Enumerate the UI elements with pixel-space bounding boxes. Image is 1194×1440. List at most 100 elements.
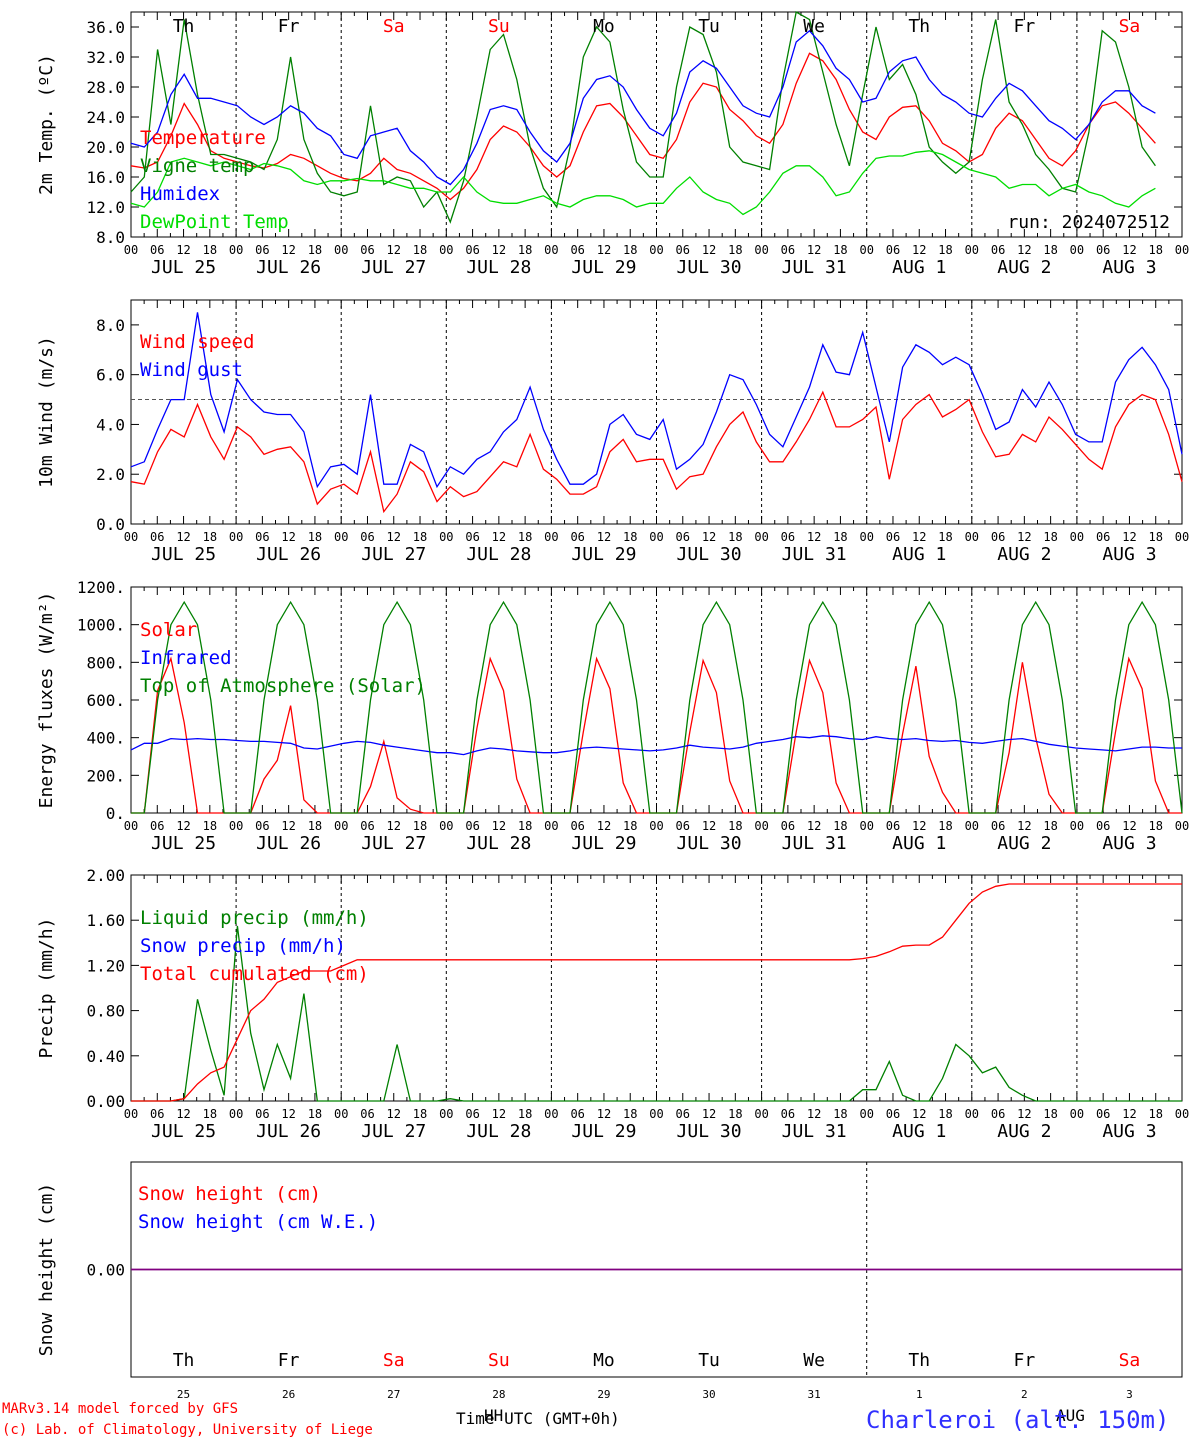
footer-copyright-text: (c) Lab. of Climatology, University of L…: [2, 1422, 373, 1438]
weekday-label: Su: [488, 16, 510, 37]
hour-tick-label: 12: [492, 243, 506, 257]
legend-label: Total cumulated (cm): [140, 963, 369, 985]
hour-tick-label: 06: [465, 819, 479, 833]
y-tick-label: 6.0: [96, 366, 125, 385]
hour-tick-label: 00: [1070, 819, 1084, 833]
hour-tick-label: 00: [544, 243, 558, 257]
hour-tick-label: 18: [203, 530, 217, 544]
hour-tick-label: 06: [150, 819, 164, 833]
date-label: AUG 3: [1102, 544, 1156, 565]
hour-tick-label: 00: [965, 243, 979, 257]
date-label: JUL 31: [782, 544, 847, 565]
date-label: JUL 28: [466, 833, 531, 854]
hour-tick-label: 18: [833, 243, 847, 257]
hour-tick-label: 06: [360, 1107, 374, 1121]
hour-tick-label: 06: [1096, 530, 1110, 544]
hour-tick-label: 00: [1175, 243, 1189, 257]
y-tick-label: 2.0: [96, 465, 125, 484]
date-label: JUL 27: [361, 1121, 426, 1142]
hour-tick-label: 12: [702, 1107, 716, 1121]
date-label: AUG 2: [997, 833, 1051, 854]
hour-tick-label: 18: [1043, 1107, 1057, 1121]
date-label: JUL 30: [677, 1121, 742, 1142]
hour-tick-label: 18: [938, 819, 952, 833]
hour-tick-label: 12: [387, 530, 401, 544]
legend-label: Top of Atmosphere (Solar): [140, 675, 426, 697]
hour-tick-label: 12: [702, 819, 716, 833]
hour-tick-label: 06: [465, 243, 479, 257]
hour-tick-label: 06: [255, 530, 269, 544]
hour-tick-label: 00: [334, 819, 348, 833]
hour-tick-label: 00: [859, 819, 873, 833]
hour-tick-label: 00: [124, 819, 138, 833]
weekday-label: Mo: [593, 1350, 615, 1371]
hour-tick-label: 06: [781, 1107, 795, 1121]
date-label: JUL 26: [256, 833, 321, 854]
date-label: JUL 31: [782, 257, 847, 278]
hour-tick-label: 06: [360, 530, 374, 544]
hour-tick-label: 18: [833, 530, 847, 544]
hour-tick-label: 12: [492, 819, 506, 833]
hour-tick-label: 12: [387, 1107, 401, 1121]
date-label: AUG 3: [1102, 257, 1156, 278]
hour-tick-label: 18: [413, 819, 427, 833]
hour-tick-label: 18: [728, 819, 742, 833]
hour-tick-label: 06: [360, 819, 374, 833]
date-label: AUG 1: [892, 833, 946, 854]
y-tick-label: 400.: [86, 729, 125, 748]
hour-tick-label: 12: [492, 1107, 506, 1121]
hour-tick-label: 00: [965, 530, 979, 544]
hour-tick-label: 12: [1017, 819, 1031, 833]
hour-tick-label: 18: [938, 1107, 952, 1121]
hour-tick-label: 00: [1070, 243, 1084, 257]
y-tick-label: 24.0: [86, 108, 125, 127]
hour-tick-label: 00: [965, 819, 979, 833]
legend-label: Vigne temp: [140, 155, 254, 177]
legend-label: Wind speed: [140, 331, 254, 353]
hour-tick-label: 12: [281, 1107, 295, 1121]
hour-tick-label: 18: [1148, 1107, 1162, 1121]
hour-tick-label: 18: [413, 243, 427, 257]
hour-tick-label: 00: [1070, 1107, 1084, 1121]
y-tick-label: 0.00: [86, 1092, 125, 1111]
date-label: JUL 26: [256, 544, 321, 565]
hour-tick-label: 18: [308, 819, 322, 833]
date-label: JUL 28: [466, 1121, 531, 1142]
hour-tick-label: 00: [965, 1107, 979, 1121]
hour-tick-label: 18: [623, 530, 637, 544]
weekday-label: Su: [488, 1350, 510, 1371]
date-label: JUL 31: [782, 1121, 847, 1142]
date-label: AUG 3: [1102, 833, 1156, 854]
hour-tick-label: 00: [439, 819, 453, 833]
hour-tick-label: 12: [1122, 243, 1136, 257]
date-label: AUG 2: [997, 544, 1051, 565]
date-label: JUL 25: [151, 1121, 216, 1142]
hour-tick-label: 00: [229, 819, 243, 833]
hour-tick-label: 18: [623, 243, 637, 257]
hour-tick-label: 00: [1070, 530, 1084, 544]
hour-tick-label: 12: [912, 1107, 926, 1121]
hour-tick-label: 18: [623, 819, 637, 833]
hour-tick-label: 00: [859, 1107, 873, 1121]
hour-tick-label: 12: [597, 1107, 611, 1121]
day-number-label: 28: [492, 1388, 505, 1401]
hour-tick-label: 12: [387, 819, 401, 833]
hour-tick-label: 12: [807, 1107, 821, 1121]
hour-tick-label: 18: [728, 1107, 742, 1121]
hour-tick-label: 18: [833, 1107, 847, 1121]
y-tick-label: 0.00: [86, 1261, 125, 1280]
weekday-label: Th: [908, 16, 930, 37]
hour-tick-label: 18: [203, 243, 217, 257]
hour-tick-label: 06: [465, 1107, 479, 1121]
hour-tick-label: 18: [728, 243, 742, 257]
y-tick-label: 16.0: [86, 168, 125, 187]
series-line: [130, 390, 1183, 514]
hour-tick-label: 12: [176, 819, 190, 833]
hour-tick-label: 06: [781, 243, 795, 257]
date-label: AUG 3: [1102, 1121, 1156, 1142]
hour-tick-label: 06: [991, 1107, 1005, 1121]
hour-tick-label: 12: [1017, 1107, 1031, 1121]
